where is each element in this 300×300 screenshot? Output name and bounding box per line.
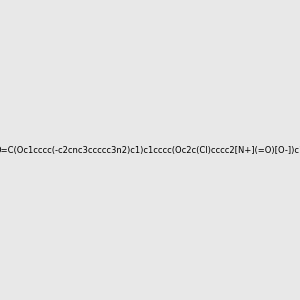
Text: O=C(Oc1cccc(-c2cnc3ccccc3n2)c1)c1cccc(Oc2c(Cl)cccc2[N+](=O)[O-])c1: O=C(Oc1cccc(-c2cnc3ccccc3n2)c1)c1cccc(Oc…: [0, 146, 300, 154]
